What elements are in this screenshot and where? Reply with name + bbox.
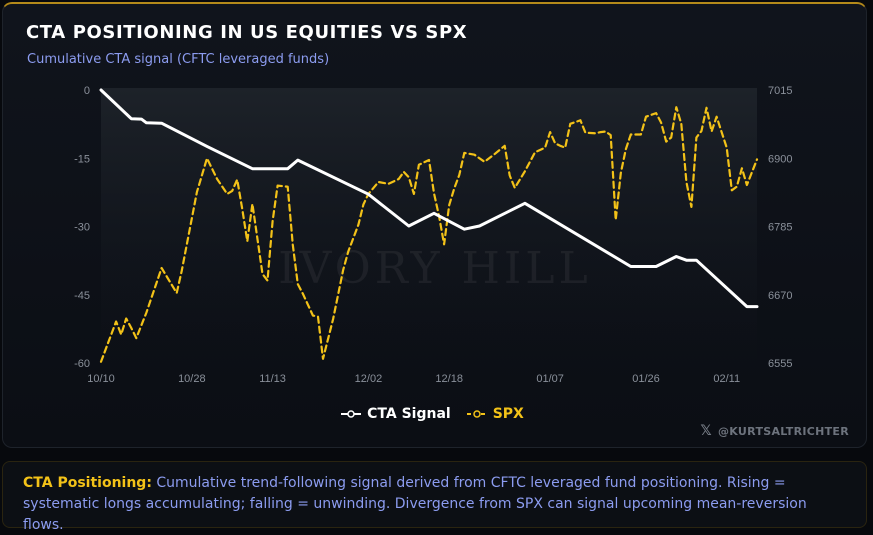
y-left-tick-label: 0 [84, 85, 90, 97]
y-right-tick-label: 6900 [768, 153, 792, 165]
legend-line-dashed-icon [466, 410, 487, 418]
y-right-tick-label: 6555 [768, 358, 792, 370]
x-tick-label: 02/11 [713, 373, 740, 385]
x-tick-label: 10/28 [178, 373, 206, 385]
x-tick-label: 11/13 [259, 373, 286, 385]
credit-handle: @KURTSALTRICHTER [718, 424, 849, 438]
legend-line-solid-icon [341, 410, 362, 418]
y-left-tick-label: -60 [74, 358, 90, 370]
y-right-tick-label: 6670 [768, 290, 792, 302]
credit: 𝕏 @KURTSALTRICHTER [700, 423, 849, 439]
x-axis: 10/10 10/28 11/13 12/02 12/18 01/07 01/26 02/11 [87, 373, 740, 385]
note-text: Cumulative trend-following signal derive… [23, 475, 807, 533]
y-left-tick-label: -30 [74, 222, 90, 234]
watermark: IVORY HILL [278, 243, 591, 294]
y-right-tick-label: 7015 [768, 85, 792, 97]
series-line-cta [99, 88, 759, 309]
x-tick-label: 12/02 [355, 373, 383, 385]
plot-area [101, 88, 757, 364]
y-axis-left: 0 -15 -30 -45 -60 [74, 85, 90, 370]
chart-plot: IVORY HILL 0 -15 -30 -45 -60 7015 6900 6785 667… [74, 85, 792, 385]
note-label: CTA Positioning: [23, 475, 152, 491]
y-left-tick-label: -45 [74, 290, 90, 302]
chart-title: CTA POSITIONING IN US EQUITIES VS SPX [26, 22, 468, 43]
legend-item-spx[interactable]: SPX [466, 406, 524, 422]
y-right-tick-label: 6785 [768, 222, 792, 234]
legend-item-cta[interactable]: CTA Signal [341, 406, 451, 422]
note-box: CTA Positioning: Cumulative trend-follow… [2, 461, 867, 533]
series-line-spx [99, 106, 759, 363]
series-layer [99, 88, 759, 363]
y-axis-right: 7015 6900 6785 6670 6555 [768, 85, 792, 370]
legend-label-spx: SPX [492, 406, 524, 422]
legend-label-cta: CTA Signal [367, 406, 451, 422]
x-tick-label: 01/07 [536, 373, 564, 385]
y-left-tick-label: -15 [74, 153, 90, 165]
x-tick-label: 01/26 [632, 373, 660, 385]
x-tick-label: 10/10 [87, 373, 115, 385]
x-logo-icon: 𝕏 [700, 423, 712, 439]
legend: CTA Signal SPX [0, 406, 865, 422]
chart-subtitle: Cumulative CTA signal (CFTC leveraged fu… [27, 52, 330, 67]
x-tick-label: 12/18 [435, 373, 463, 385]
